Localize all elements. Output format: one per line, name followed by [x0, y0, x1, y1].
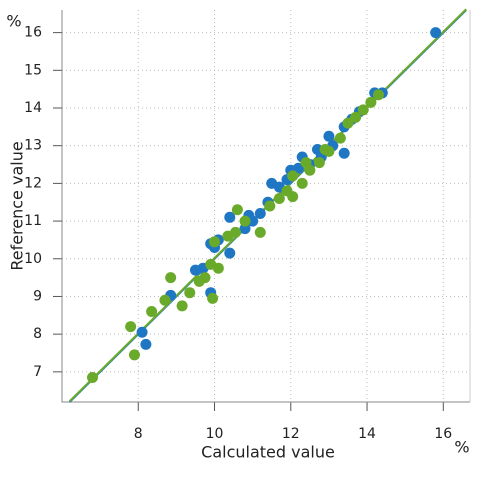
- point: [87, 372, 99, 383]
- point: [357, 104, 369, 116]
- y-tick-label: 11: [24, 213, 42, 229]
- x-tick-label: 14: [358, 426, 376, 442]
- x-tick-label: 10: [206, 426, 224, 442]
- x-tick-label: 16: [434, 426, 452, 442]
- point: [287, 191, 299, 203]
- point: [128, 349, 140, 361]
- y-axis-label: Reference value: [8, 141, 27, 270]
- y-tick-label: 9: [33, 288, 42, 304]
- point: [313, 157, 325, 169]
- point: [140, 338, 152, 350]
- point: [231, 204, 243, 216]
- point: [300, 157, 312, 169]
- point: [146, 306, 158, 318]
- point: [342, 117, 354, 129]
- point: [239, 215, 251, 227]
- y-tick-label: 8: [33, 326, 42, 342]
- point: [125, 321, 137, 333]
- point: [199, 272, 211, 284]
- point: [365, 96, 377, 108]
- point: [159, 294, 171, 306]
- point: [273, 192, 285, 204]
- x-axis-label: Calculated value: [201, 443, 335, 462]
- point: [209, 236, 221, 248]
- y-tick-label: 10: [24, 251, 42, 267]
- point: [207, 292, 219, 304]
- y-tick-label: 14: [24, 100, 42, 116]
- point: [184, 287, 196, 299]
- point: [224, 247, 236, 259]
- point: [287, 170, 299, 182]
- x-tick-label: 12: [282, 426, 300, 442]
- y-tick-label: 15: [24, 62, 42, 78]
- point: [338, 147, 350, 159]
- point: [254, 226, 266, 238]
- point: [136, 326, 148, 338]
- point: [176, 300, 188, 312]
- point: [264, 200, 276, 212]
- point: [212, 262, 224, 274]
- point: [254, 208, 266, 220]
- point: [430, 27, 442, 39]
- point: [165, 272, 177, 284]
- y-tick-label: 12: [24, 175, 42, 191]
- axes: [61, 10, 470, 403]
- point: [334, 132, 346, 144]
- y-tick-label: 16: [24, 25, 42, 41]
- point: [239, 223, 251, 235]
- x-tick-label: 8: [134, 426, 143, 442]
- point: [296, 177, 308, 189]
- y-unit: %: [6, 12, 21, 31]
- point: [372, 89, 384, 101]
- point: [323, 130, 335, 142]
- y-tick-label: 7: [33, 364, 42, 380]
- x-unit: %: [454, 438, 469, 457]
- point: [323, 145, 335, 157]
- point: [224, 211, 236, 223]
- point: [229, 226, 241, 238]
- y-tick-label: 13: [24, 138, 42, 154]
- point: [350, 111, 362, 123]
